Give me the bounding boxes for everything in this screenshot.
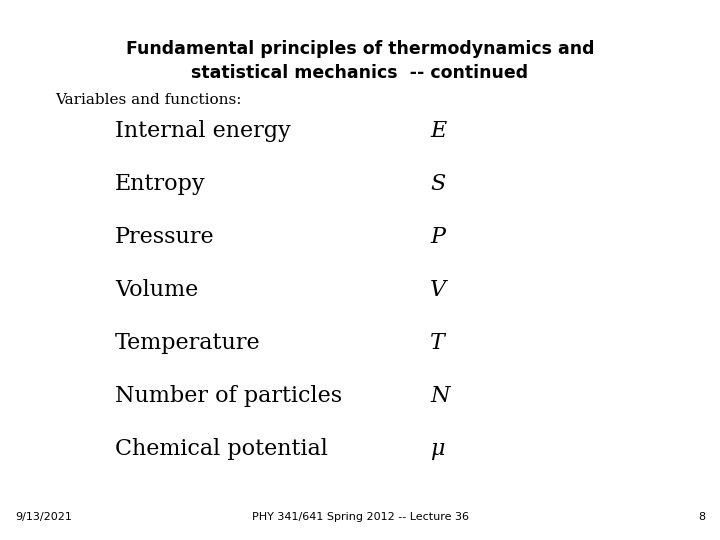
Text: μ: μ <box>430 438 444 460</box>
Text: Pressure: Pressure <box>115 226 215 248</box>
Text: Number of particles: Number of particles <box>115 385 342 407</box>
Text: Volume: Volume <box>115 279 198 301</box>
Text: Variables and functions:: Variables and functions: <box>55 93 241 107</box>
Text: T: T <box>430 332 445 354</box>
Text: Internal energy: Internal energy <box>115 120 291 142</box>
Text: statistical mechanics  -- continued: statistical mechanics -- continued <box>192 64 528 82</box>
Text: Entropy: Entropy <box>115 173 206 195</box>
Text: E: E <box>430 120 446 142</box>
Text: N: N <box>430 385 449 407</box>
Text: S: S <box>430 173 445 195</box>
Text: P: P <box>430 226 445 248</box>
Text: 9/13/2021: 9/13/2021 <box>15 512 72 522</box>
Text: PHY 341/641 Spring 2012 -- Lecture 36: PHY 341/641 Spring 2012 -- Lecture 36 <box>251 512 469 522</box>
Text: 8: 8 <box>698 512 705 522</box>
Text: Chemical potential: Chemical potential <box>115 438 328 460</box>
Text: Fundamental principles of thermodynamics and: Fundamental principles of thermodynamics… <box>126 40 594 58</box>
Text: V: V <box>430 279 446 301</box>
Text: Temperature: Temperature <box>115 332 261 354</box>
